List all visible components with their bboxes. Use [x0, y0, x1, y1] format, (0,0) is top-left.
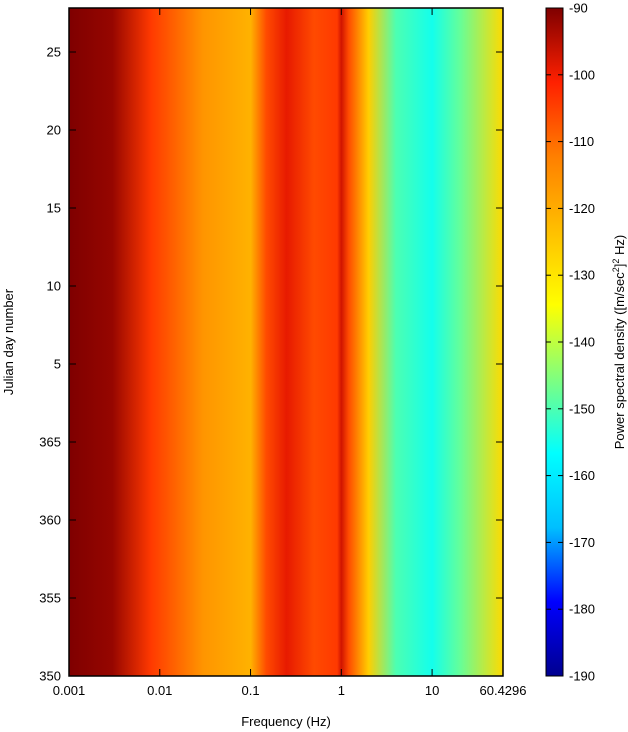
x-tick-label: 0.01: [147, 683, 172, 698]
y-tick-label: 5: [54, 357, 61, 372]
x-axis-ticks: 0.001 0.01 0.1 1 10 60.4296: [53, 8, 527, 698]
colorbar-tick-label: -190: [569, 669, 595, 684]
colorbar-tick-label: -110: [569, 134, 594, 149]
colorbar-tick-label: -150: [569, 401, 595, 416]
colorbar-tick-label: -160: [569, 468, 595, 483]
x-tick-label: 1: [338, 683, 345, 698]
heatmap-plot-area: [69, 8, 503, 676]
colorbar-tick-label: -130: [569, 268, 595, 283]
heatmap-cells: [69, 8, 503, 676]
colorbar-gradient-bar: [546, 8, 563, 676]
x-tick-label: 0.1: [242, 683, 260, 698]
y-tick-label: 10: [47, 279, 61, 294]
colorbar-label-superscript: 2: [611, 259, 621, 264]
y-tick-label: 360: [39, 513, 61, 528]
x-tick-label: 60.4296: [480, 683, 527, 698]
y-tick-label: 355: [39, 591, 61, 606]
colorbar-label-part: Power spectral density ([m/sec: [612, 272, 627, 450]
x-tick-label: 10: [425, 683, 439, 698]
y-tick-label: 25: [47, 45, 61, 60]
colorbar-tick-label: -140: [569, 335, 595, 350]
y-axis-ticks: 350 355 360 365 5 10 15 20 25: [39, 45, 503, 684]
x-tick-label: 0.001: [53, 683, 86, 698]
x-axis-label: Frequency (Hz): [241, 714, 331, 729]
colorbar-tick-label: -180: [569, 602, 595, 617]
y-axis-label: Julian day number: [1, 288, 16, 395]
y-tick-label: 20: [47, 123, 61, 138]
y-tick-label: 350: [39, 669, 61, 684]
colorbar-tick-label: -120: [569, 201, 595, 216]
colorbar-tick-label: -100: [569, 67, 595, 82]
colorbar-tick-label: -170: [569, 535, 595, 550]
colorbar-ticks: -90 -100 -110 -120 -130 -140 -150 -160 -170 -180 -…: [546, 1, 595, 684]
colorbar-label: Power spectral density ([m/sec2]2 Hz): [611, 235, 627, 450]
colorbar-tick-label: -90: [569, 1, 588, 16]
colorbar-label-superscript: 2: [611, 267, 621, 272]
y-tick-label: 15: [47, 201, 61, 216]
colorbar: -90 -100 -110 -120 -130 -140 -150 -160 -170 -180 -…: [545, 1, 595, 684]
plot-frame: [68, 7, 504, 677]
y-tick-label: 365: [39, 435, 61, 450]
colorbar-label-part: ]: [612, 264, 627, 268]
colorbar-frame: [545, 7, 564, 677]
colorbar-label-part: Hz): [612, 235, 627, 259]
